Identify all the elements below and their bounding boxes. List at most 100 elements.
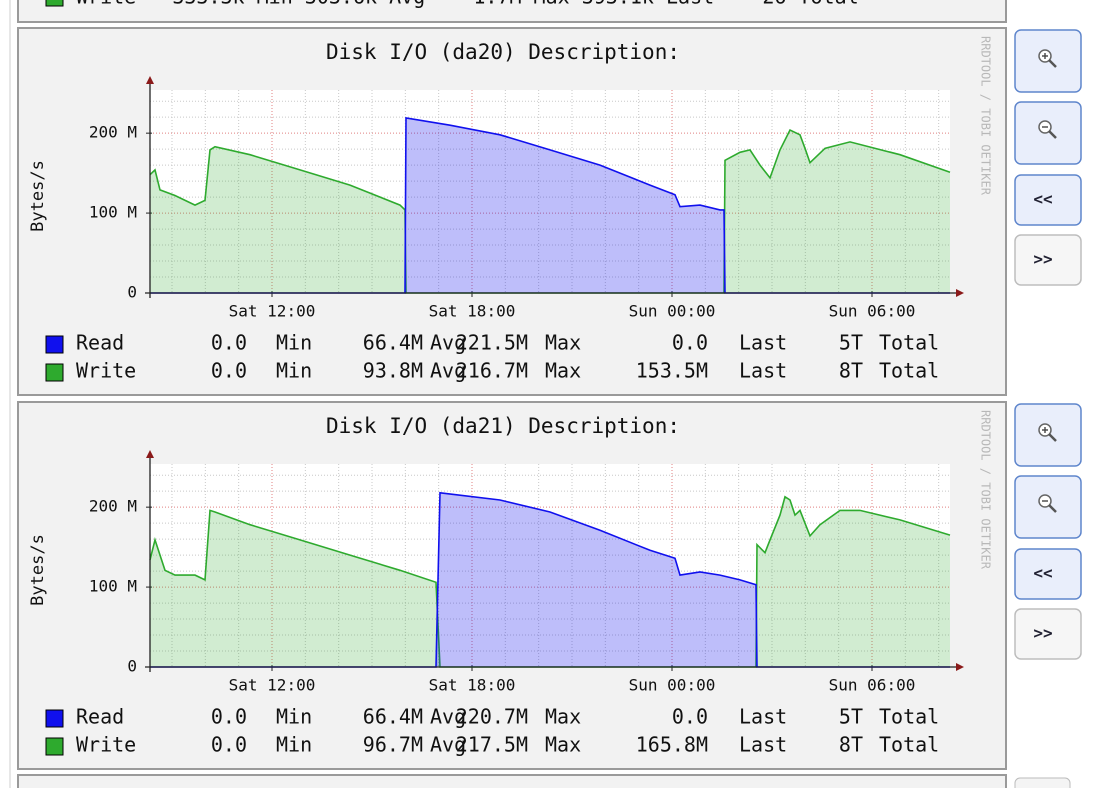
button[interactable] (1014, 174, 1082, 226)
legend-stat: 5T (839, 705, 863, 729)
legend-stat: 0.0 (672, 331, 708, 355)
legend-stat: 66.4M (363, 331, 423, 355)
legend-stat: Max (545, 705, 581, 729)
x-tick-label: Sun 06:00 (829, 676, 916, 695)
legend-swatch (45, 335, 64, 354)
button-label[interactable]: >> (1033, 624, 1052, 643)
legend-stat: 216.7M (456, 359, 528, 383)
legend-stat: 153.5M (636, 359, 708, 383)
legend-stat: 8T (839, 359, 863, 383)
button[interactable] (1014, 548, 1082, 600)
legend-stat: 221.5M (456, 331, 528, 355)
panel-fragment (17, 0, 1007, 23)
plot-area (150, 464, 950, 667)
legend-stat: Min (276, 733, 312, 757)
legend-swatch (45, 737, 64, 756)
x-tick-label: Sun 00:00 (629, 676, 716, 695)
legend-stat: Avg (430, 331, 466, 355)
legend-label: Read (76, 331, 124, 355)
icon-handle[interactable] (1048, 130, 1057, 139)
x-axis-arrow (956, 289, 964, 297)
legend-stat: Last (739, 359, 787, 383)
legend-stat: Avg (430, 705, 466, 729)
x-tick-label: Sat 18:00 (429, 676, 516, 695)
legend-stat: Min (276, 359, 312, 383)
zoom-out-icon[interactable] (1038, 120, 1057, 139)
legend-stat: Min (276, 331, 312, 355)
legend-stat: 0.0 (211, 331, 247, 355)
legend-stat: 217.5M (456, 733, 528, 757)
legend-stat: 93.8M (363, 359, 423, 383)
series-area (150, 496, 950, 667)
legend-stat: Max (545, 733, 581, 757)
legend-stat: Total (879, 705, 939, 729)
watermark: RRDTOOL / TOBI OETIKER (979, 36, 993, 196)
legend-stat: Avg (430, 359, 466, 383)
series-area (150, 118, 950, 293)
legend-stat: Last (739, 331, 787, 355)
legend-stat: 0.0 (672, 705, 708, 729)
y-tick-label: 0 (127, 283, 137, 302)
y-axis-label: Bytes/s (28, 160, 48, 232)
legend-stat: Total (879, 359, 939, 383)
x-tick-label: Sun 06:00 (829, 302, 916, 321)
chart-title: Disk I/O (da20) Description: (326, 40, 680, 64)
legend-label: Write (76, 733, 136, 757)
legend-stat: 8T (839, 733, 863, 757)
legend-label: Write (76, 359, 136, 383)
legend-stat: Max (545, 331, 581, 355)
x-tick-label: Sat 12:00 (229, 302, 316, 321)
legend-stat: 5T (839, 331, 863, 355)
button-fragment[interactable] (1014, 777, 1071, 788)
legend-stat: 96.7M (363, 733, 423, 757)
legend-stat: Last (739, 705, 787, 729)
button-label[interactable]: >> (1033, 250, 1052, 269)
button-label[interactable]: << (1033, 190, 1052, 209)
x-tick-label: Sat 12:00 (229, 676, 316, 695)
plot-area (150, 90, 950, 293)
button-label[interactable]: << (1033, 564, 1052, 583)
y-tick-label: 200 M (89, 123, 137, 142)
y-tick-label: 200 M (89, 497, 137, 516)
legend-fragment: Write 333.3k Min 303.6k Avg 1.7M Max 393… (76, 0, 859, 9)
series-area (150, 492, 950, 667)
button[interactable] (1014, 608, 1082, 660)
legend-swatch (45, 0, 64, 7)
y-tick-label: 100 M (89, 203, 137, 222)
icon-handle[interactable] (1048, 59, 1057, 68)
y-axis-arrow (146, 76, 154, 84)
legend-stat: Avg (430, 733, 466, 757)
y-axis-arrow (146, 450, 154, 458)
x-axis-arrow (956, 663, 964, 671)
chart-title: Disk I/O (da21) Description: (326, 414, 680, 438)
watermark: RRDTOOL / TOBI OETIKER (979, 410, 993, 570)
y-tick-label: 100 M (89, 577, 137, 596)
icon-handle[interactable] (1048, 504, 1057, 513)
button[interactable] (1014, 234, 1082, 286)
legend-stat: 220.7M (456, 705, 528, 729)
legend-stat: Total (879, 331, 939, 355)
legend-stat: Max (545, 359, 581, 383)
x-tick-label: Sun 00:00 (629, 302, 716, 321)
y-tick-label: 0 (127, 657, 137, 676)
y-axis-label: Bytes/s (28, 534, 48, 606)
zoom-out-icon[interactable] (1038, 494, 1057, 513)
series-area (150, 130, 950, 293)
legend-stat: 0.0 (211, 705, 247, 729)
legend-stat: 0.0 (211, 359, 247, 383)
x-tick-label: Sat 18:00 (429, 302, 516, 321)
zoom-in-icon[interactable] (1038, 49, 1057, 68)
legend-stat: 165.8M (636, 733, 708, 757)
legend-stat: Total (879, 733, 939, 757)
legend-swatch (45, 363, 64, 382)
legend-stat: 0.0 (211, 733, 247, 757)
legend-label: Read (76, 705, 124, 729)
zoom-in-icon[interactable] (1038, 423, 1057, 442)
legend-stat: Last (739, 733, 787, 757)
legend-stat: Min (276, 705, 312, 729)
icon-handle[interactable] (1048, 433, 1057, 442)
legend-swatch (45, 709, 64, 728)
panel-fragment (17, 774, 1007, 788)
